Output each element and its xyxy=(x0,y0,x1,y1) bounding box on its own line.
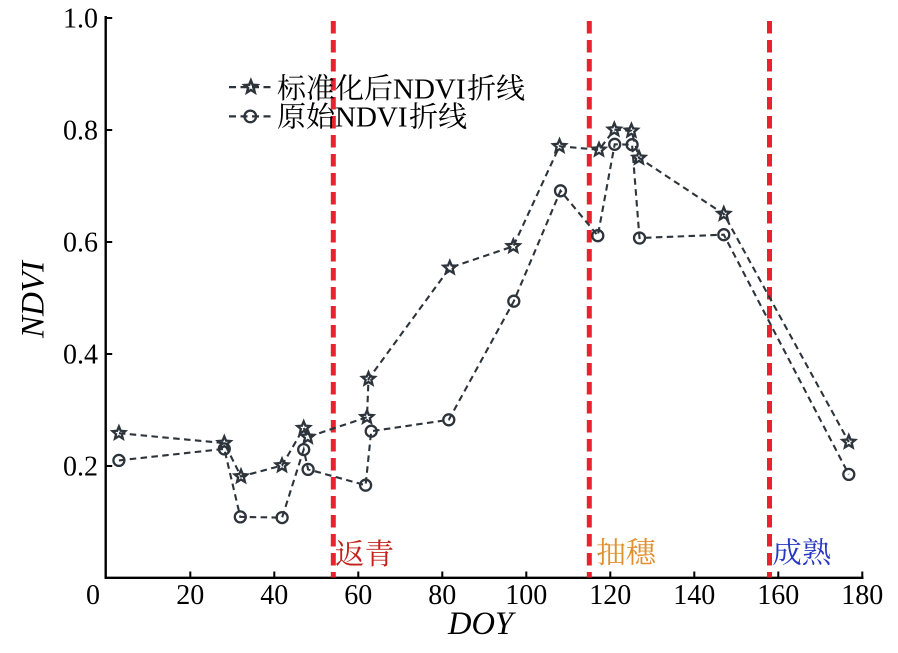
svg-text:0.4: 0.4 xyxy=(63,340,98,371)
svg-text:1.0: 1.0 xyxy=(63,4,98,35)
svg-text:180: 180 xyxy=(841,580,883,611)
svg-text:40: 40 xyxy=(260,580,288,611)
svg-text:0.8: 0.8 xyxy=(63,116,98,147)
svg-text:NDVI: NDVI xyxy=(393,73,466,105)
svg-text:80: 80 xyxy=(428,580,456,611)
svg-text:NDVI: NDVI xyxy=(335,102,408,134)
svg-text:120: 120 xyxy=(589,580,631,611)
svg-text:0: 0 xyxy=(86,580,100,611)
svg-text:100: 100 xyxy=(505,580,547,611)
svg-text:160: 160 xyxy=(757,580,799,611)
svg-text:NDVI: NDVI xyxy=(16,259,52,339)
svg-text:20: 20 xyxy=(176,580,204,611)
svg-text:DOY: DOY xyxy=(447,606,516,642)
svg-text:0.6: 0.6 xyxy=(63,228,98,259)
svg-text:60: 60 xyxy=(344,580,372,611)
svg-text:140: 140 xyxy=(673,580,715,611)
svg-text:0.2: 0.2 xyxy=(63,452,98,483)
